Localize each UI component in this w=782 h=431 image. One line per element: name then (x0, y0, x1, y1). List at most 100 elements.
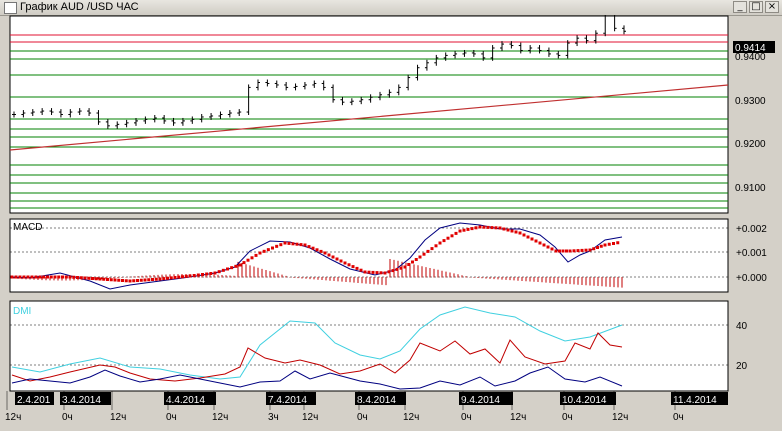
macd-signal-dot (196, 273, 200, 277)
hour-label: 0ч (461, 412, 472, 423)
date-label-bg (266, 392, 316, 405)
macd-signal-dot (205, 272, 209, 276)
macd-signal-dot (359, 268, 363, 272)
macd-signal-dot (254, 253, 258, 257)
price-axis-label: 0.9300 (735, 96, 766, 107)
macd-signal-dot (291, 242, 295, 246)
macd-signal-dot (375, 271, 379, 275)
macd-signal-dot (482, 225, 486, 229)
macd-signal-dot (34, 275, 38, 279)
macd-signal-dot (565, 249, 568, 253)
date-label: 10.4.2014 (562, 395, 607, 406)
dmi-adx-line (11, 306, 623, 380)
close-button[interactable]: × (765, 1, 779, 13)
macd-signal-dot (173, 276, 177, 279)
macd-signal-dot (87, 276, 91, 280)
macd-signal-dot (139, 278, 143, 282)
macd-signal-dot (234, 264, 238, 268)
date-label-bg (164, 392, 216, 405)
trend-line[interactable] (9, 84, 729, 151)
macd-signal-dot (367, 270, 371, 274)
macd-signal-dot (109, 278, 113, 282)
current-price-badge (733, 41, 775, 53)
macd-signal-dot (315, 248, 319, 252)
date-label: 4.4.2014 (166, 395, 205, 406)
minimize-button[interactable]: _ (733, 1, 747, 13)
chart-area[interactable]: 0.9414 0.9400 0.9300 0.9200 0.9100 MACD … (0, 15, 782, 431)
time-axis: 2.4.201 3.4.2014 4.4.2014 7.4.2014 8.4.2014 9… (5, 391, 728, 423)
macd-signal-dot (262, 249, 266, 253)
macd-signal-dot (201, 273, 204, 276)
macd-signal-dot (442, 239, 446, 243)
macd-signal-dot (57, 275, 61, 279)
maximize-button[interactable]: □ (749, 1, 763, 13)
macd-signal-dot (258, 251, 262, 255)
macd-signal-dot (132, 279, 136, 283)
hour-label: 12ч (510, 412, 526, 423)
date-label-bg (60, 392, 111, 405)
macd-signal-dot (221, 268, 225, 272)
macd-signal-dot (327, 253, 331, 257)
macd-signal-dot (568, 249, 572, 253)
macd-signal-dot (76, 276, 79, 279)
macd-signal-dot (53, 275, 57, 279)
macd-signal-dot (530, 237, 534, 241)
macd-signal-dot (38, 275, 42, 279)
macd-signal-dot (226, 267, 229, 271)
macd-signal-dot (106, 278, 109, 281)
date-label-bg (355, 392, 406, 405)
macd-panel[interactable]: MACD +0.002 +0.001 +0.000 (9, 218, 767, 293)
dmi-plus-line (11, 332, 623, 382)
hour-label: 12ч (403, 412, 419, 423)
title-bar[interactable]: График AUD /USD ЧАС _ □ × (0, 0, 782, 16)
macd-signal-dot (177, 275, 181, 279)
macd-signal-dot (387, 270, 391, 274)
date-label: 9.4.2014 (461, 395, 500, 406)
macd-signal-dot (339, 259, 343, 263)
hour-label: 12ч (212, 412, 228, 423)
macd-signal-dot (607, 242, 611, 246)
hour-label: 0ч (357, 412, 368, 423)
dmi-axis-label: 40 (736, 321, 748, 332)
macd-signal-dot (558, 249, 561, 253)
macd-signal-dot (383, 271, 387, 275)
macd-signal-dot (407, 263, 411, 266)
macd-signal-dot (454, 231, 458, 235)
macd-signal-dot (299, 243, 303, 247)
date-label: 3.4.2014 (62, 395, 101, 406)
macd-signal-dot (616, 241, 620, 245)
macd-signal-dot (603, 243, 607, 247)
macd-signal-dot (599, 244, 603, 248)
macd-signal-dot (592, 247, 596, 251)
price-panel[interactable]: 0.9414 0.9400 0.9300 0.9200 0.9100 (9, 15, 775, 214)
macd-signal-dot (113, 278, 117, 282)
macd-signal-dot (490, 226, 494, 230)
price-axis-label: 0.9400 (735, 52, 766, 63)
macd-signal-dot (411, 260, 414, 264)
macd-signal-dot (462, 228, 466, 232)
macd-signal-dot (474, 226, 478, 230)
macd-signal-dot (192, 274, 196, 277)
macd-signal-dot (522, 233, 526, 237)
macd-signal-dot (154, 277, 158, 281)
hour-label: 0ч (673, 412, 684, 423)
macd-signal-dot (68, 275, 72, 279)
dmi-panel[interactable]: DMI 40 20 (9, 300, 748, 392)
macd-signal-dot (128, 279, 132, 283)
dmi-label: DMI (13, 306, 31, 317)
macd-signal-dot (136, 279, 139, 282)
macd-signal-dot (246, 258, 250, 262)
macd-signal-dot (391, 269, 395, 273)
macd-signal-dot (506, 228, 510, 232)
macd-signal-dot (181, 275, 184, 279)
macd-signal-dot (450, 234, 454, 238)
macd-signal-dot (49, 275, 53, 279)
macd-signal-dot (554, 249, 558, 253)
macd-signal-dot (271, 246, 274, 250)
chart-app-icon (4, 2, 17, 14)
macd-signal-dot (319, 249, 323, 253)
date-label-bg (15, 392, 54, 405)
macd-signal-dot (162, 277, 166, 281)
macd-signal-dot (335, 257, 339, 261)
macd-signal-dot (510, 229, 514, 233)
